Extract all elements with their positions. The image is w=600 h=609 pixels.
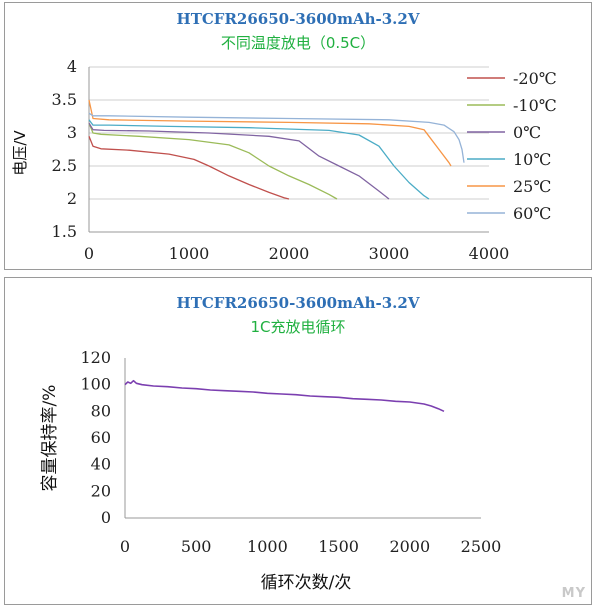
y-tick-label: 2 xyxy=(67,189,77,208)
legend-label: -10℃ xyxy=(513,96,557,115)
chart-subtitle: 不同温度放电（0.5C） xyxy=(221,34,375,52)
y-tick-label: 100 xyxy=(80,375,111,394)
series-line xyxy=(88,122,390,200)
x-tick-label: 3000 xyxy=(369,244,410,263)
x-tick-label: 4000 xyxy=(469,244,510,263)
legend-label: 10℃ xyxy=(513,150,551,169)
y-tick-label: 80 xyxy=(91,401,111,420)
series-line xyxy=(88,112,465,163)
discharge-chart: HTCFR26650-3600mAh-3.2V 不同温度放电（0.5C） 电压/… xyxy=(11,10,557,263)
y-tick-label: 20 xyxy=(91,481,111,500)
cycle-chart-panel: HTCFR26650-3600mAh-3.2V 1C充放电循环 容量保持率/% … xyxy=(4,277,592,605)
series-line xyxy=(88,119,430,200)
y-tick-label: 4 xyxy=(67,57,77,76)
y-axis-label: 容量保持率/% xyxy=(40,385,60,492)
chart-title: HTCFR26650-3600mAh-3.2V xyxy=(177,10,420,28)
watermark: MY xyxy=(561,586,586,601)
y-tick-label: 0 xyxy=(101,508,111,527)
x-tick-label: 500 xyxy=(181,537,212,556)
series-line xyxy=(88,122,338,200)
legend-label: -20℃ xyxy=(513,69,557,88)
y-tick-label: 2.5 xyxy=(52,156,77,175)
x-tick-label: 1000 xyxy=(169,244,210,263)
chart-subtitle: 1C充放电循环 xyxy=(250,318,345,336)
legend-label: 60℃ xyxy=(513,204,551,223)
x-tick-label: 2000 xyxy=(269,244,310,263)
cycle-chart: HTCFR26650-3600mAh-3.2V 1C充放电循环 容量保持率/% … xyxy=(40,294,502,593)
x-tick-label: 0 xyxy=(84,244,94,263)
x-tick-label: 1500 xyxy=(318,537,359,556)
y-tick-label: 40 xyxy=(91,455,111,474)
y-tick-label: 3 xyxy=(67,123,77,142)
y-axis-label: 电压/V xyxy=(11,130,29,176)
y-tick-label: 3.5 xyxy=(52,90,77,109)
series-line xyxy=(124,379,445,413)
x-tick-label: 2000 xyxy=(389,537,430,556)
series-line xyxy=(88,136,290,200)
y-tick-label: 1.5 xyxy=(52,222,77,241)
y-tick-label: 120 xyxy=(80,348,111,367)
chart-title: HTCFR26650-3600mAh-3.2V xyxy=(177,294,420,312)
x-tick-label: 1000 xyxy=(247,537,288,556)
x-tick-label: 2500 xyxy=(461,537,502,556)
discharge-chart-panel: HTCFR26650-3600mAh-3.2V 不同温度放电（0.5C） 电压/… xyxy=(4,2,592,270)
x-axis-label: 循环次数/次 xyxy=(261,573,352,593)
legend-label: 25℃ xyxy=(513,177,551,196)
y-tick-label: 60 xyxy=(91,428,111,447)
series-line xyxy=(88,99,452,167)
x-tick-label: 0 xyxy=(120,537,130,556)
legend-label: 0℃ xyxy=(513,123,541,142)
